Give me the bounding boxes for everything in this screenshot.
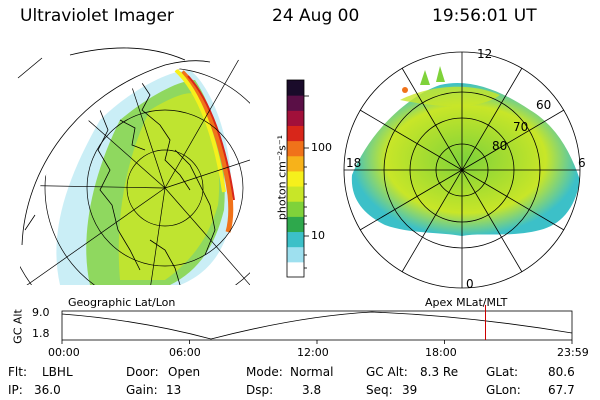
door-key: Door: — [126, 365, 159, 379]
colorbar-segment — [287, 170, 304, 187]
mlat-label-80: 80 — [492, 139, 508, 153]
gain-value: 13 — [166, 383, 182, 397]
glon-key: GLon: — [486, 383, 521, 397]
altitude-axis-label: GC Alt — [11, 309, 25, 344]
colorbar-segment — [287, 246, 304, 263]
filter-value: LBHL — [42, 365, 73, 379]
glon-value: 67.7 — [548, 383, 575, 397]
geographic-map — [20, 59, 250, 285]
altitude-timeline-plot — [61, 305, 573, 344]
colorbar-tick-100: 100 — [311, 141, 332, 154]
dayside-limb-arc — [180, 70, 234, 233]
gain-key: Gain: — [126, 383, 158, 397]
mlat-label-60: 60 — [536, 98, 552, 112]
ip-key: IP: — [8, 383, 23, 397]
mlt-label-18: 18 — [346, 156, 362, 170]
colorbar-unit-label: photon cm⁻²s⁻¹ — [275, 134, 289, 221]
altitude-y-bottom: 1.8 — [32, 327, 50, 340]
mlt-label-12: 12 — [477, 47, 493, 61]
colorbar-segment — [287, 110, 304, 126]
colorbar-segment — [287, 155, 304, 172]
time-tick-0000: 00:00 — [48, 346, 80, 359]
glat-value: 80.6 — [548, 365, 575, 379]
app-title: Ultraviolet Imager — [20, 6, 174, 26]
polar-mlat-mlt-plot — [343, 51, 581, 289]
mlt-label-6: 6 — [578, 156, 586, 170]
colorbar-segment — [287, 231, 304, 248]
colorbar-segment — [287, 186, 304, 202]
colorbar-segment — [287, 216, 304, 233]
mode-key: Mode: — [246, 365, 283, 379]
altitude-y-top: 9.0 — [32, 306, 50, 319]
earth-limb-outline — [21, 60, 211, 246]
colorbar-segment — [287, 261, 304, 278]
seq-key: Seq: — [366, 383, 393, 397]
colorbar-segment — [287, 201, 304, 217]
mlt-label-0: 0 — [466, 277, 474, 291]
colorbar-segment — [287, 140, 304, 157]
colorbar-tick-10: 10 — [311, 229, 325, 242]
time-tick-1800: 18:00 — [425, 346, 457, 359]
ip-value: 36.0 — [34, 383, 61, 397]
gc-alt-key: GC Alt: — [366, 365, 408, 379]
colorbar-segment — [287, 80, 304, 96]
color-scale-bar — [287, 80, 304, 278]
colorbar-segment — [287, 95, 304, 111]
seq-value: 39 — [402, 383, 418, 397]
dsp-key: Dsp: — [246, 383, 274, 397]
mode-value: Normal — [290, 365, 334, 379]
colorbar-segment — [287, 125, 304, 142]
time-tick-0600: 06:00 — [169, 346, 201, 359]
altitude-curve — [61, 311, 573, 340]
glat-key: GLat: — [486, 365, 519, 379]
mlat-label-70: 70 — [513, 120, 529, 134]
dsp-value: 3.8 — [302, 383, 322, 397]
door-value: Open — [168, 365, 201, 379]
time-tick-1200: 12:00 — [297, 346, 329, 359]
apex-map-label: Apex MLat/MLT — [425, 296, 508, 309]
time-label: 19:56:01 UT — [432, 6, 537, 26]
gc-alt-value: 8.3 Re — [420, 365, 459, 379]
geographic-map-label: Geographic Lat/Lon — [68, 296, 176, 309]
date-label: 24 Aug 00 — [272, 6, 360, 26]
filter-key: Flt: — [8, 365, 27, 379]
time-tick-2359: 23:59 — [557, 346, 589, 359]
